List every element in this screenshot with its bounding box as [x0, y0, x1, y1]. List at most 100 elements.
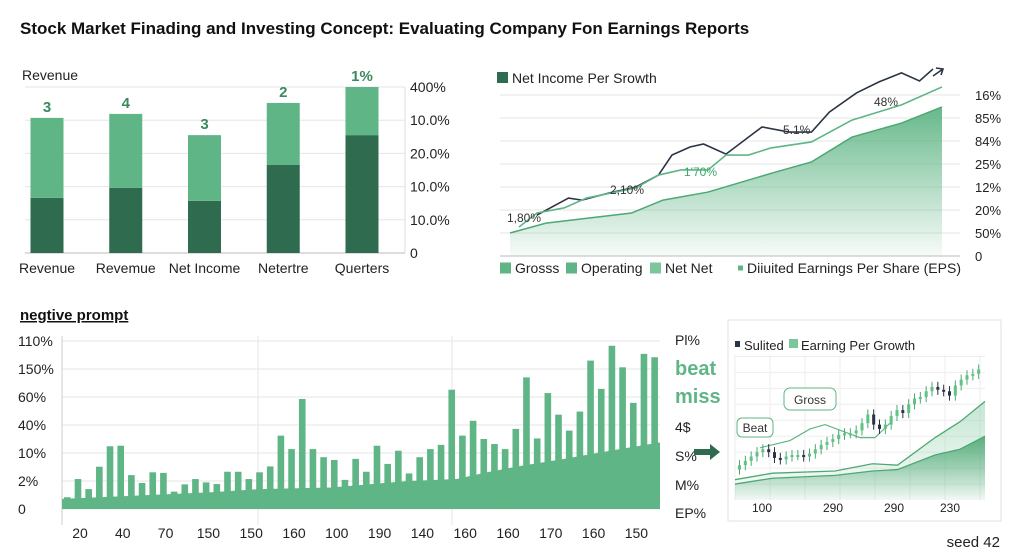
chart3-xtick-label: 160: [582, 525, 606, 541]
chart3-ytick-label: 60%: [18, 389, 46, 405]
chart1-bar-light: [345, 87, 379, 136]
chart3-bar: [405, 473, 413, 509]
chart3-bar: [256, 472, 263, 509]
arrow-right-icon: [694, 444, 720, 460]
chart3-bar: [298, 398, 306, 509]
chart1-xtick-label: Netertre: [258, 260, 309, 276]
side-label: 4$: [675, 419, 691, 435]
chart3-bar: [373, 445, 381, 509]
chart3-bar: [523, 377, 530, 509]
chart1-ytick-label: 10.0%: [410, 112, 450, 128]
candle-body: [755, 452, 759, 457]
chart2-legend-swatch: [497, 72, 508, 83]
chart3-xtick-label: 150: [240, 525, 264, 541]
chart3-ytick-label: 150%: [18, 361, 54, 377]
chart3-bar: [427, 449, 434, 509]
candle-body: [889, 415, 893, 425]
chart4-legend-item: Sulited: [744, 338, 784, 353]
candle-body: [860, 423, 864, 431]
candle-body: [918, 397, 922, 400]
candle-body: [936, 386, 940, 390]
seed-label: seed 42: [947, 534, 1000, 551]
chart1-ytick-label: 0: [410, 245, 418, 261]
chart1-xtick-label: Revemue: [96, 260, 156, 276]
chart2-annotation: 1'70%: [684, 165, 717, 179]
chart3-bar: [459, 435, 466, 509]
candle-body: [854, 430, 858, 434]
chart2-legend-swatch: [738, 265, 743, 271]
candle-body: [831, 439, 835, 442]
chart3-bar: [587, 360, 594, 509]
chart1-ytick-label: 400%: [410, 79, 446, 95]
chart3-bar: [533, 438, 541, 509]
chart1-bar-dark: [345, 135, 379, 253]
chart3-bar: [491, 444, 498, 509]
chart3-xtick-label: 160: [454, 525, 478, 541]
candle-body: [930, 386, 934, 392]
chart2-legend-item: Operating: [581, 260, 642, 276]
candle-body: [843, 433, 846, 436]
chart1-data-label: 4: [122, 95, 131, 112]
chart3-bar: [512, 428, 520, 509]
chart1-ytick-label: 10.0%: [410, 212, 450, 228]
chart3-xtick-label: 170: [539, 525, 563, 541]
chart3-bar: [64, 497, 71, 509]
chart3-xtick-label: 20: [72, 525, 88, 541]
chart2-legend-title: Net Income Per Srowth: [512, 70, 657, 86]
candle-body: [959, 379, 963, 386]
chart1-data-label: 3: [43, 99, 51, 116]
chart3-baseline-area: [62, 442, 660, 509]
chart2-annotation: 1,80%: [507, 211, 541, 225]
chart3-xtick-label: 100: [325, 525, 349, 541]
chart3-bar: [501, 449, 509, 509]
chart3-bar: [117, 445, 125, 509]
candle-body: [743, 460, 747, 466]
chart3-bar: [106, 446, 114, 509]
chart2-legend-swatch: [500, 262, 511, 274]
chart4-lower-area-line: [734, 435, 986, 485]
chart3-title: negtive prompt: [20, 307, 128, 324]
chart1-xtick-label: Revenue: [19, 260, 75, 276]
chart2-area-series: [510, 106, 942, 257]
candle-body: [749, 456, 753, 461]
chart3-bar: [640, 353, 648, 509]
chart3-bar: [469, 420, 477, 509]
chart1-xtick-label: Querters: [335, 260, 389, 276]
candle-body: [738, 465, 741, 470]
chart3-bar: [309, 449, 317, 509]
chart3-bar: [544, 393, 552, 509]
candle-body: [837, 434, 841, 440]
chart2-ytick-label: 0: [975, 249, 982, 264]
candle-body: [802, 455, 806, 458]
chart2-area-line: [509, 106, 943, 234]
chart3-xtick-label: 150: [197, 525, 221, 541]
chart2-legend-swatch: [650, 262, 661, 274]
chart1-bar-light: [109, 113, 143, 188]
chart3-bar: [192, 479, 199, 509]
candle-body: [965, 375, 969, 380]
chart3-bar: [341, 479, 349, 509]
chart3-bar: [85, 489, 92, 509]
chart3-bar: [170, 491, 178, 509]
chart3-bar: [565, 430, 573, 509]
chart1-data-label: 1%: [351, 68, 373, 85]
beat-callout-box: [736, 417, 774, 438]
candle-body: [825, 442, 829, 445]
chart3-xtick-label: 40: [115, 525, 131, 541]
chart2-ytick-label: 20%: [975, 203, 1001, 218]
chart3-ytick-label: 10%: [18, 445, 46, 461]
chart4-legend-swatch: [735, 341, 740, 347]
chart3-bar: [363, 471, 370, 509]
chart1-bar-dark: [266, 165, 300, 253]
candle-body: [761, 449, 765, 453]
chart3-xtick-label: 190: [368, 525, 392, 541]
chart1-title: Revenue: [22, 67, 78, 83]
chart3-bar: [352, 458, 359, 509]
chart1-bar-light: [266, 102, 300, 166]
chart3-ytick-label: 2%: [18, 473, 38, 489]
page-title: Stock Market Finading and Investing Conc…: [20, 19, 749, 38]
chart3-bar: [149, 472, 157, 509]
chart4-xtick-label: 290: [884, 501, 904, 515]
chart2-legend-swatch: [566, 262, 577, 274]
chart2-ytick-label: 12%: [975, 180, 1001, 195]
